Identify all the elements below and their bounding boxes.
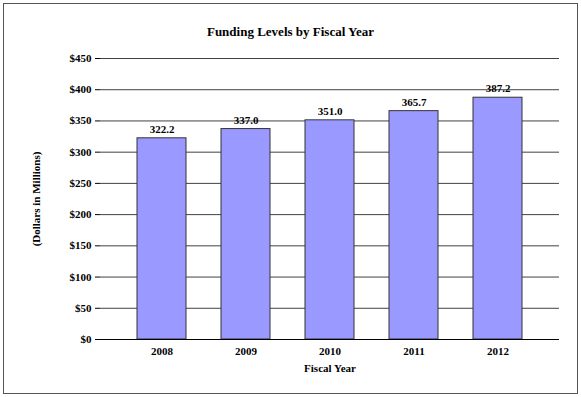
svg-text:365.7: 365.7 xyxy=(402,96,427,108)
svg-text:351.0: 351.0 xyxy=(318,105,343,117)
svg-text:$300: $300 xyxy=(70,146,93,158)
svg-text:$350: $350 xyxy=(70,114,93,126)
svg-text:$200: $200 xyxy=(70,208,93,220)
svg-text:$150: $150 xyxy=(70,239,93,251)
svg-text:(Dollars in Millions): (Dollars in Millions) xyxy=(30,151,43,246)
svg-text:2008: 2008 xyxy=(151,345,174,357)
svg-text:2012: 2012 xyxy=(487,345,510,357)
svg-text:Fiscal Year: Fiscal Year xyxy=(304,362,356,374)
svg-text:322.2: 322.2 xyxy=(150,123,175,135)
svg-text:337.0: 337.0 xyxy=(234,114,259,126)
svg-text:$400: $400 xyxy=(70,83,93,95)
svg-text:$0: $0 xyxy=(81,333,93,345)
svg-text:$50: $50 xyxy=(75,302,92,314)
html-text:Funding Levels by Fiscal Year: Funding Levels by Fiscal Year xyxy=(207,24,374,39)
svg-text:387.2: 387.2 xyxy=(486,82,511,94)
svg-text:$450: $450 xyxy=(70,52,93,64)
svg-text:2009: 2009 xyxy=(235,345,258,357)
svg-text:$250: $250 xyxy=(70,177,93,189)
svg-text:2010: 2010 xyxy=(319,345,342,357)
svg-text:2011: 2011 xyxy=(403,345,424,357)
svg-text:$100: $100 xyxy=(70,271,93,283)
